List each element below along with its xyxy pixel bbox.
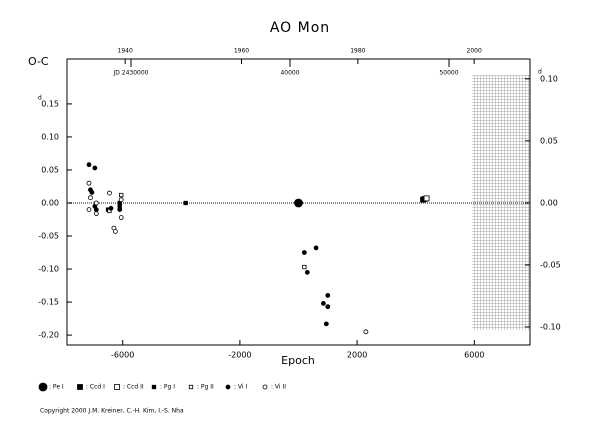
legend-label: : Pg II	[197, 384, 214, 391]
legend-label: : Vi II	[271, 384, 286, 391]
point	[92, 165, 98, 171]
legend-label: : Pg I	[160, 384, 175, 391]
unit-mark: d	[38, 95, 42, 102]
point	[313, 245, 319, 251]
top-x-tick-label: 1980	[350, 48, 365, 55]
legend-marker	[225, 384, 231, 390]
x-tick-label: -2000	[228, 351, 251, 360]
copyright: Copyright 2000 J.M. Kreiner, C.-H. Kim, …	[40, 408, 184, 415]
y-tick-label: 0.00	[41, 198, 59, 207]
y2-tick-label: 0.10	[540, 74, 558, 83]
legend-marker	[38, 382, 48, 392]
point	[119, 192, 124, 198]
legend-marker	[77, 384, 83, 390]
point	[86, 162, 92, 168]
top-x-tick-label: 2000	[467, 48, 482, 55]
y-tick-label: -0.20	[38, 331, 59, 340]
point	[93, 207, 99, 212]
point	[321, 300, 326, 306]
point	[88, 195, 93, 201]
point	[107, 190, 112, 196]
point	[302, 264, 307, 270]
legend-marker	[114, 384, 120, 390]
y2-tick-label: -0.05	[540, 260, 561, 269]
point	[294, 198, 303, 208]
point	[89, 190, 95, 195]
jd-tick-label: 40000	[280, 70, 299, 77]
y-tick-label: 0.10	[41, 132, 59, 141]
jd-tick-label: JD 2430000	[112, 70, 148, 77]
y-tick-label: -0.15	[38, 298, 59, 307]
point	[304, 269, 310, 275]
top-x-tick-label: 1960	[234, 48, 249, 55]
point	[118, 215, 124, 220]
y-tick-label: -0.05	[38, 232, 59, 241]
jd-tick-label: 50000	[439, 70, 458, 77]
point	[112, 228, 118, 234]
unit-mark-right: d	[538, 69, 542, 76]
point	[301, 250, 307, 255]
x-tick-label: -6000	[111, 351, 134, 360]
y-tick-label: -0.10	[38, 265, 59, 274]
point	[86, 180, 92, 186]
legend-label: : Ccd II	[123, 384, 144, 391]
point	[323, 321, 329, 327]
legend-marker	[188, 384, 194, 390]
point	[325, 293, 331, 298]
y-axis-title: O-C	[28, 55, 49, 68]
y2-tick-label: 0.05	[540, 136, 558, 145]
point	[108, 205, 114, 211]
y2-tick-label: -0.10	[540, 323, 561, 332]
point	[325, 304, 331, 310]
legend-label: : Ccd I	[86, 384, 105, 391]
point	[93, 211, 99, 216]
x-tick-label: 6000	[464, 351, 484, 360]
legend-marker	[151, 384, 157, 390]
top-x-tick-label: 1940	[118, 48, 133, 55]
x-axis-title: Epoch	[281, 354, 315, 367]
chart-title: AO Mon	[270, 20, 330, 36]
legend-marker	[262, 384, 268, 390]
y2-tick-label: 0.00	[540, 198, 558, 207]
x-tick-label: 2000	[347, 351, 367, 360]
point	[117, 207, 123, 212]
point	[86, 207, 92, 212]
point	[118, 197, 124, 203]
y-tick-label: 0.05	[41, 165, 59, 174]
legend-label: : Vi I	[234, 384, 247, 391]
point	[183, 200, 188, 206]
point	[423, 195, 430, 202]
point	[93, 200, 99, 206]
point	[363, 329, 369, 335]
y-tick-label: 0.15	[41, 99, 59, 108]
legend-label: : Pe I	[49, 384, 64, 391]
